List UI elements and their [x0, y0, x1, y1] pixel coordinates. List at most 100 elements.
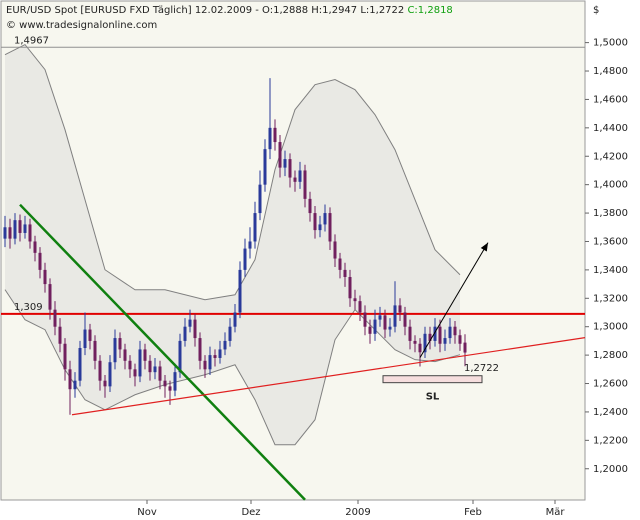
x-tick-label: 2009	[345, 507, 370, 518]
candle-body	[268, 127, 272, 150]
sl-label: SL	[426, 392, 440, 403]
y-tick-label: 1,4000	[593, 180, 628, 191]
candle-body	[273, 127, 277, 143]
candle-body	[378, 315, 382, 320]
candle-body	[288, 159, 292, 178]
candle-body	[383, 315, 387, 330]
candle-body	[438, 326, 442, 344]
candle-body	[403, 312, 407, 327]
candle-body	[353, 298, 357, 302]
candle-body	[233, 312, 237, 327]
candle-body	[303, 170, 307, 199]
candle-body	[93, 340, 97, 361]
arrow-line	[419, 242, 489, 358]
candle-body	[158, 366, 162, 381]
candle-body	[133, 369, 137, 377]
candle-body	[423, 333, 427, 353]
candle-body	[143, 349, 147, 361]
candle-body	[153, 366, 157, 373]
candle-body	[123, 349, 127, 361]
candle-body	[368, 326, 372, 334]
candle-body	[338, 258, 342, 270]
y-tick-label: 1,3800	[593, 208, 628, 219]
candle-body	[223, 340, 227, 350]
candle-body	[278, 142, 282, 168]
source: © www.tradesignalonline.com	[6, 20, 157, 31]
candle-body	[313, 213, 317, 231]
candle-body	[418, 343, 422, 353]
arrow-head	[480, 242, 488, 252]
candle-body	[138, 349, 142, 377]
candle-body	[298, 170, 302, 182]
y-tick-label: 1,2200	[593, 435, 628, 446]
candle-body	[448, 326, 452, 339]
candle-body	[28, 224, 32, 242]
candle-body	[413, 340, 417, 344]
close-text: C:1,2818	[407, 5, 452, 16]
candle-body	[38, 252, 42, 270]
candle-body	[108, 362, 112, 387]
candle-body	[213, 355, 217, 358]
candle-body	[208, 355, 212, 370]
candle-body	[228, 326, 232, 341]
candle-body	[428, 333, 432, 341]
candle-body	[178, 340, 182, 373]
candle-body	[73, 380, 77, 390]
candle-body	[43, 269, 47, 285]
y-tick-label: 1,2000	[593, 464, 628, 475]
candle-body	[253, 213, 257, 242]
candle-body	[328, 213, 332, 242]
candle-body	[363, 312, 367, 327]
candle-body	[293, 177, 297, 182]
candle-body	[283, 159, 287, 168]
y-tick-label: 1,2600	[593, 379, 628, 390]
x-tick-label: Feb	[464, 507, 482, 518]
plot: 1,309 1,4967 SL 1,2722	[1, 35, 586, 501]
x-tick-label: Mär	[546, 507, 566, 518]
candle-body	[23, 224, 27, 233]
candle-body	[318, 224, 322, 231]
candle-body	[238, 269, 242, 313]
candle-body	[358, 301, 362, 313]
candle-body	[168, 386, 172, 391]
candle-body	[103, 380, 107, 387]
candle-body	[308, 198, 312, 214]
candle-body	[83, 329, 87, 349]
candle-body	[58, 326, 62, 344]
horizontal-line-label: 1,4967	[14, 35, 49, 46]
y-tick-label: 1,5000	[593, 38, 628, 49]
candle-body	[78, 348, 82, 381]
candle-body	[13, 220, 17, 239]
y-tick-label: 1,3400	[593, 265, 628, 276]
y-tick-label: 1,3600	[593, 236, 628, 247]
band-upper	[4, 43, 461, 301]
candle-body	[463, 342, 467, 353]
title-text: EUR/USD Spot [EURUSD FXD Täglich] 12.02.…	[6, 5, 407, 16]
y-tick-label: 1,2800	[593, 350, 628, 361]
candle-body	[183, 326, 187, 341]
candle-body	[373, 319, 377, 334]
candle-body	[193, 319, 197, 339]
candle-body	[188, 319, 192, 327]
low-label: 1,2722	[464, 363, 499, 374]
candle-body	[33, 241, 37, 253]
candle-body	[118, 338, 122, 350]
candle-body	[63, 343, 67, 370]
band-lower	[4, 289, 461, 446]
candle-body	[453, 326, 457, 336]
x-tick-label: Nov	[137, 507, 157, 518]
candle-body	[48, 284, 52, 310]
candle-body	[243, 248, 247, 270]
currency: $	[593, 5, 599, 16]
candle-body	[53, 309, 57, 327]
y-tick-label: 1,4800	[593, 66, 628, 77]
trend-line	[19, 203, 306, 501]
candle-body	[398, 305, 402, 313]
y-tick-label: 1,2400	[593, 407, 628, 418]
candle-body	[333, 241, 337, 259]
candle-body	[68, 369, 72, 390]
candle-body	[348, 276, 352, 299]
sl-box	[382, 375, 483, 384]
candle-body	[433, 326, 437, 341]
